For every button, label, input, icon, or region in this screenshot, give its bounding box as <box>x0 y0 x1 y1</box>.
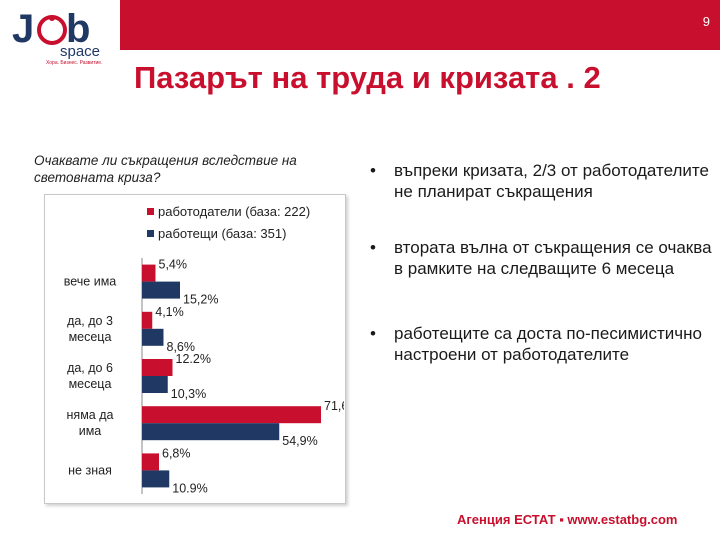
category-label: месеца <box>69 377 112 391</box>
data-label: 71,6% <box>324 399 344 413</box>
bar <box>142 311 153 329</box>
logo-b: b <box>66 7 90 51</box>
data-label: 10,3% <box>171 387 206 401</box>
logo-space: space <box>60 43 100 60</box>
bar <box>142 264 156 282</box>
category-label: да, до 6 <box>67 361 113 375</box>
category-label: няма да <box>67 408 114 422</box>
bar <box>142 328 164 346</box>
bullet-text: работещите са доста по-песимистично наст… <box>394 324 703 364</box>
chart-frame <box>44 194 346 504</box>
data-label: 15,2% <box>183 293 218 307</box>
footer-agency: Агенция ЕСТАТ ▪ www.estatbg.com <box>457 512 678 527</box>
bar <box>142 453 159 471</box>
bar <box>142 376 168 393</box>
category-label: месеца <box>69 330 112 344</box>
bar <box>142 423 280 441</box>
data-label: 54,9% <box>282 434 317 448</box>
data-label: 5,4% <box>159 258 188 272</box>
page-title: Пазарът на труда и кризата . 2 <box>134 60 601 95</box>
category-label: не зная <box>68 463 112 477</box>
data-label: 10.9% <box>172 481 207 495</box>
jobspace-logo: J b space Хора. Бизнес. Развитие. <box>12 7 102 66</box>
legend-label: работодатели (база: 222) <box>158 204 310 219</box>
bullet-item: • втората вълна от съкращения се очаква … <box>364 237 714 279</box>
bullet-text: въпреки кризата, 2/3 от работодателите н… <box>394 161 709 201</box>
bar <box>142 359 173 376</box>
category-label: вече има <box>64 275 117 289</box>
legend-swatch <box>147 230 154 237</box>
data-label: 4,1% <box>155 305 184 319</box>
category-label: има <box>79 424 102 438</box>
header-bar: 9 <box>120 0 720 50</box>
bar <box>142 281 180 299</box>
bar <box>142 470 170 488</box>
slide-number: 9 <box>702 14 710 29</box>
bullet-dot: • <box>370 161 376 180</box>
data-label: 6,8% <box>162 446 191 460</box>
bullet-dot: • <box>370 238 376 257</box>
bullet-item: • работещите са доста по-песимистично на… <box>364 323 714 365</box>
legend-label: работещи (база: 351) <box>158 226 286 241</box>
bar-chart: работодатели (база: 222) работещи (база: … <box>64 204 344 495</box>
data-label: 12.2% <box>176 352 211 366</box>
logo-j: J <box>12 7 34 51</box>
bar <box>142 406 321 424</box>
survey-question: Очаквате ли съкращения вследствие на све… <box>34 153 297 185</box>
bullet-item: • въпреки кризата, 2/3 от работодателите… <box>364 160 714 202</box>
bullet-dot: • <box>370 324 376 343</box>
legend-swatch <box>147 208 154 215</box>
bullet-text: втората вълна от съкращения се очаква в … <box>394 238 712 278</box>
logo-tagline: Хора. Бизнес. Развитие. <box>46 60 102 66</box>
data-label: 8,6% <box>167 340 196 354</box>
bullet-list: • въпреки кризата, 2/3 от работодателите… <box>364 160 714 365</box>
category-label: да, до 3 <box>67 314 113 328</box>
